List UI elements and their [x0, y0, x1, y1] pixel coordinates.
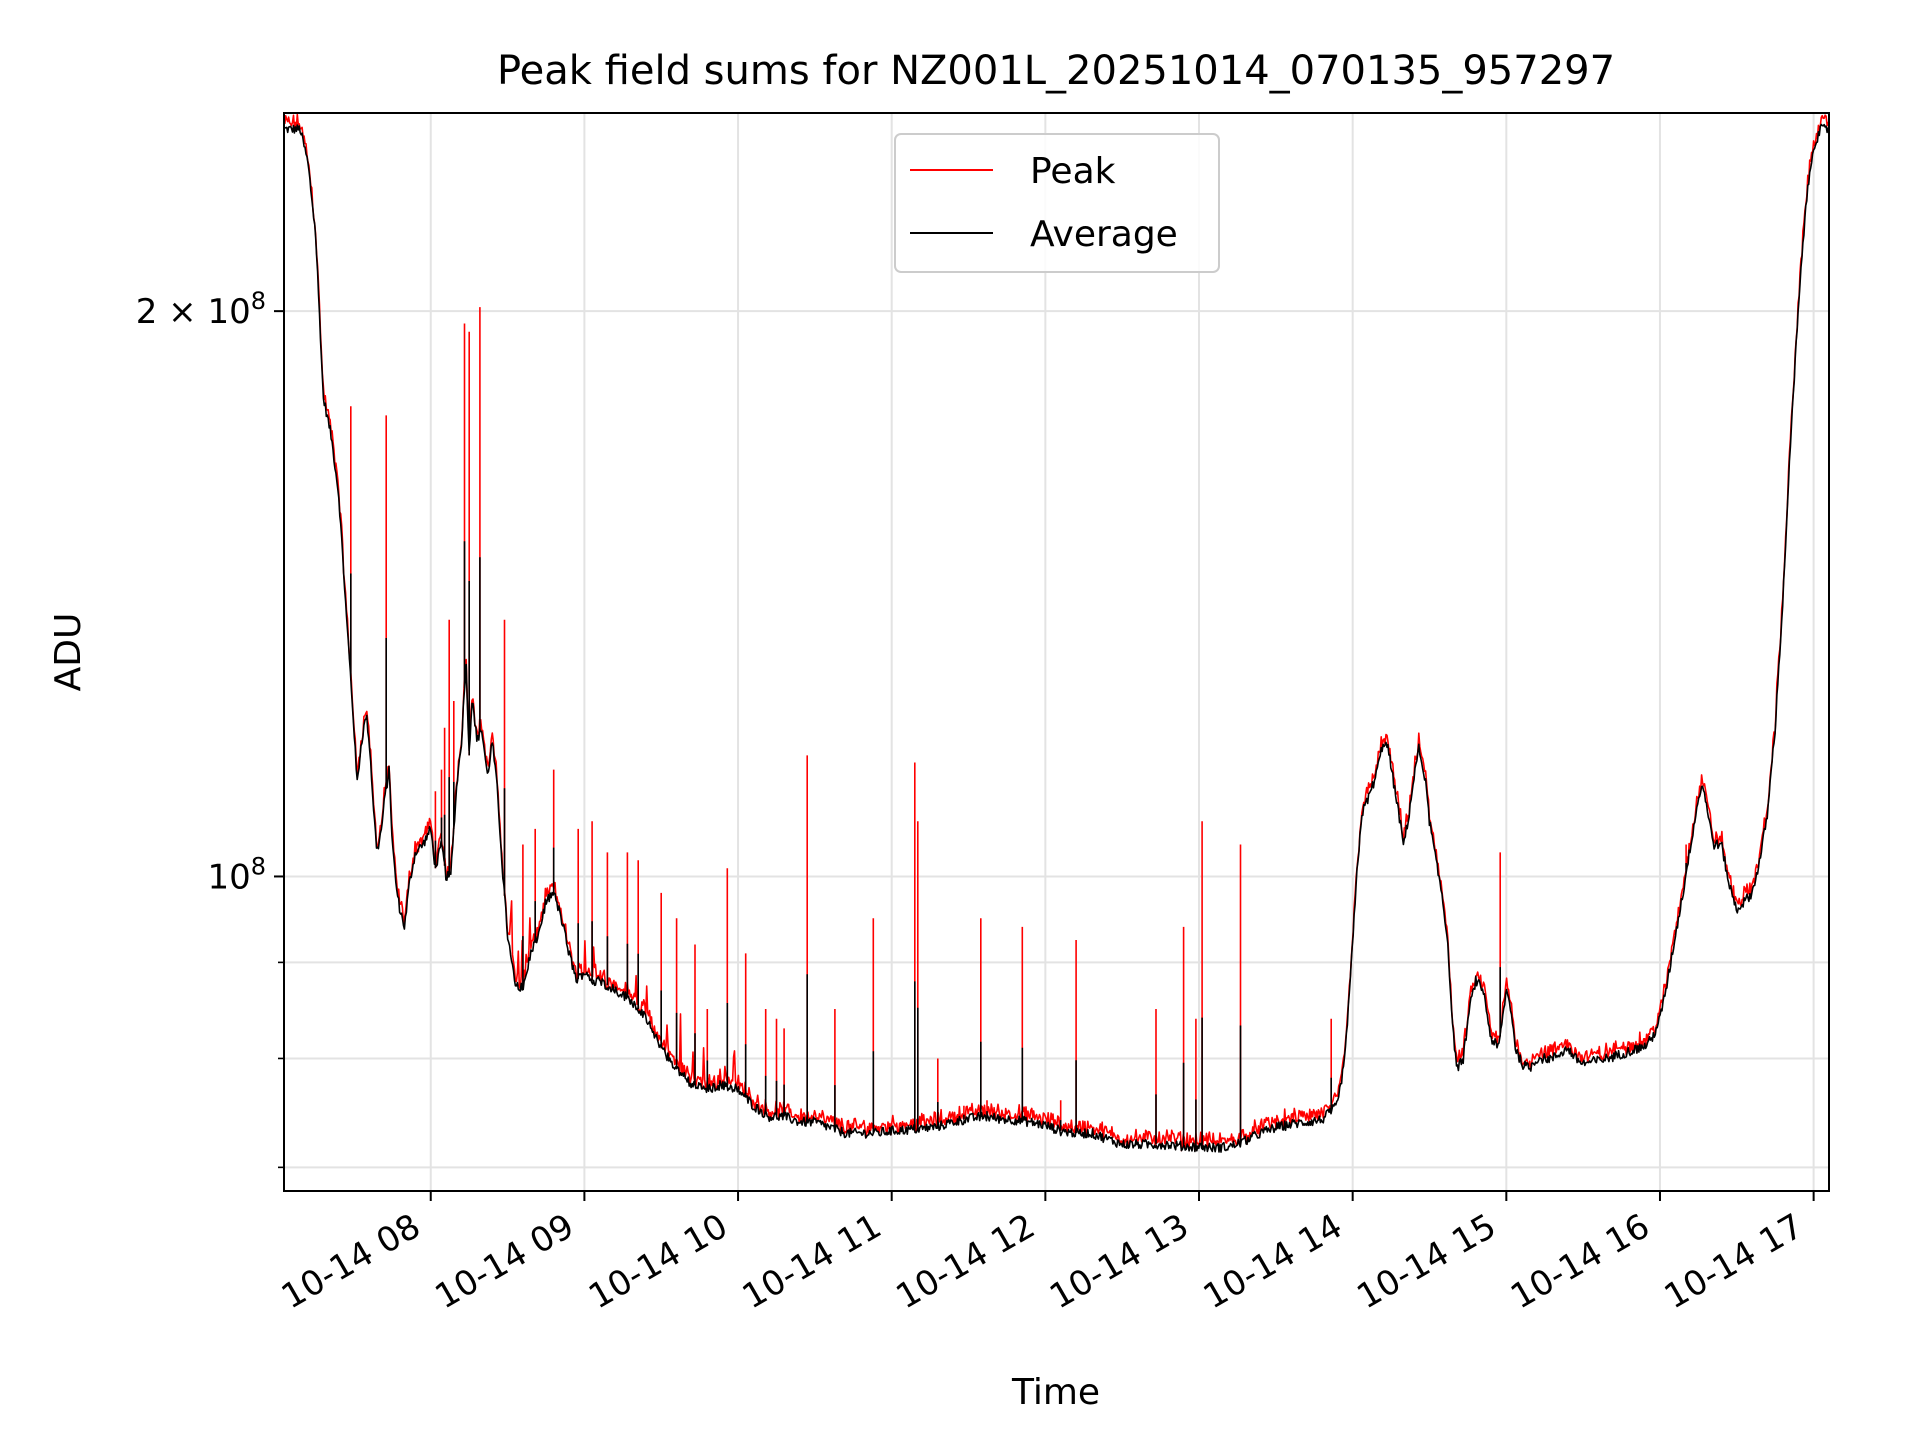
plot-frame [283, 112, 1830, 1192]
legend: Peak Average [894, 133, 1220, 273]
y-tick-label: 108 [207, 852, 266, 897]
legend-label-average: Average [1030, 214, 1178, 255]
x-axis-label: Time [1011, 1372, 1100, 1413]
series-line-peak [284, 113, 1829, 1152]
y-tick-label: 2 × 108 [136, 287, 266, 332]
y-axis-label: ADU [48, 613, 89, 692]
grid [284, 113, 1829, 1191]
legend-box [894, 133, 1220, 273]
series-line-average [284, 123, 1829, 1153]
legend-label-peak: Peak [1030, 151, 1116, 192]
series-layer [284, 113, 1829, 1153]
y-axis: 108 2 × 108 [136, 287, 284, 1169]
chart-title: Peak field sums for NZ001L_20251014_0701… [497, 48, 1615, 94]
